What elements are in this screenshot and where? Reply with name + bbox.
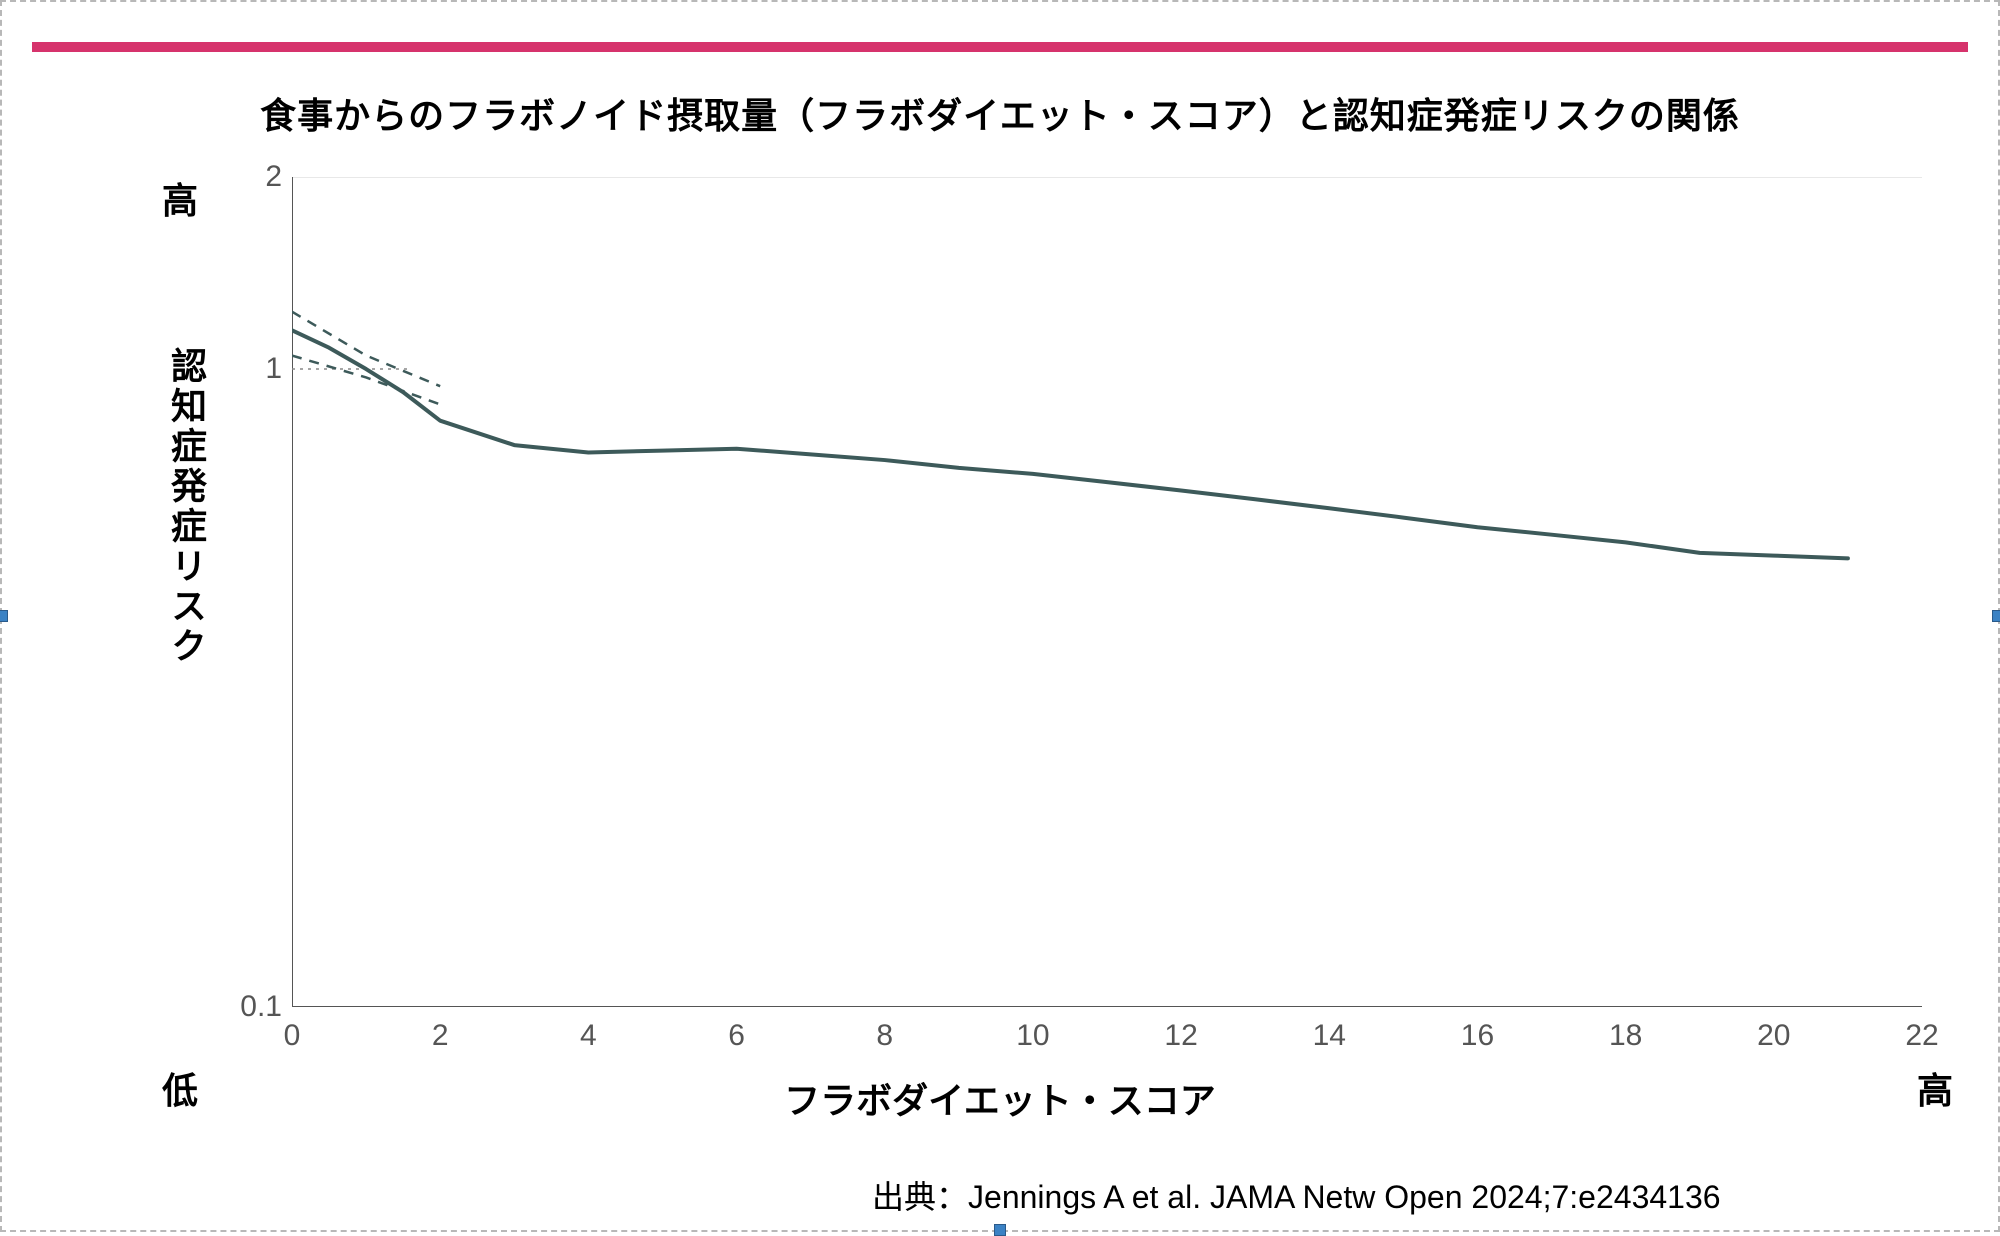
x-tick-label: 8 — [855, 1019, 915, 1053]
x-tick-label: 14 — [1299, 1019, 1359, 1053]
x-tick-label: 16 — [1447, 1019, 1507, 1053]
x-axis-label: フラボダイエット・スコア — [2, 1072, 1998, 1124]
x-tick-label: 10 — [1003, 1019, 1063, 1053]
x-tick-label: 0 — [262, 1019, 322, 1053]
x-tick-label: 2 — [410, 1019, 470, 1053]
y-tick-label: 2 — [212, 160, 282, 194]
chart-plot — [292, 177, 1922, 1007]
accent-bar — [32, 42, 1968, 52]
y-high-label: 高 — [162, 172, 198, 224]
selection-handle[interactable] — [994, 1224, 1006, 1236]
chart-title: 食事からのフラボノイド摂取量（フラボダイエット・スコア）と認知症発症リスクの関係 — [2, 87, 1998, 139]
x-tick-label: 12 — [1151, 1019, 1211, 1053]
x-tick-label: 20 — [1744, 1019, 1804, 1053]
y-tick-label: 1 — [212, 352, 282, 386]
source-text: Jennings A et al. JAMA Netw Open 2024;7:… — [968, 1179, 1721, 1215]
y-axis-label: 認知症発症リスク — [160, 347, 212, 667]
x-tick-label: 6 — [707, 1019, 767, 1053]
selection-handle[interactable] — [0, 610, 8, 622]
x-tick-label: 4 — [558, 1019, 618, 1053]
source-prefix: 出典： — [872, 1179, 968, 1215]
slide-frame: 食事からのフラボノイド摂取量（フラボダイエット・スコア）と認知症発症リスクの関係… — [0, 0, 2000, 1232]
x-tick-label: 18 — [1596, 1019, 1656, 1053]
source-citation: 出典：Jennings A et al. JAMA Netw Open 2024… — [872, 1172, 1721, 1218]
selection-handle[interactable] — [1992, 610, 2000, 622]
x-tick-label: 22 — [1892, 1019, 1952, 1053]
